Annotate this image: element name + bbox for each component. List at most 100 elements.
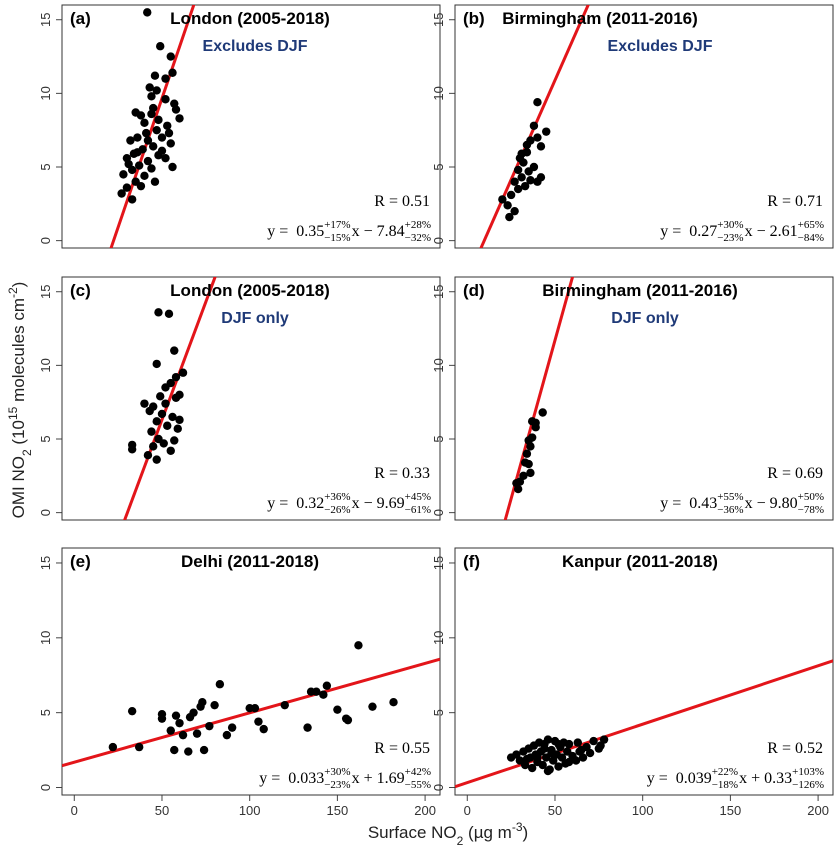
y-tick-label: 15 [431, 12, 446, 26]
equation-sub: −84% [798, 232, 824, 244]
label-part: 15 [6, 406, 20, 420]
x-tick-label: 100 [632, 803, 654, 818]
data-point [227, 723, 237, 732]
data-point [175, 114, 184, 123]
panel-title: Kanpur (2011-2018) [562, 552, 718, 571]
data-point [145, 406, 154, 416]
data-point [589, 736, 598, 746]
fit-line [109, 5, 196, 248]
data-point [127, 195, 137, 204]
data-point [117, 189, 126, 198]
equation-part: y = [647, 770, 668, 787]
label-part: -3 [512, 820, 523, 834]
y-tick-label: 10 [38, 631, 53, 645]
x-axis-label: Surface NO2 (µg m-3) [368, 820, 528, 848]
data-point [140, 118, 149, 128]
data-point [524, 167, 533, 176]
label-part: 2 [457, 834, 464, 848]
data-point [542, 127, 551, 136]
data-point [526, 176, 535, 185]
equation-sub: −55% [405, 779, 431, 791]
data-point [529, 121, 539, 130]
data-point [127, 440, 137, 450]
data-point [159, 439, 168, 448]
equation-part: + 1.69 [364, 770, 405, 787]
y-tick-label: 15 [38, 284, 53, 298]
panel-label: (d) [463, 281, 485, 300]
data-point [540, 744, 549, 753]
data-point [157, 409, 167, 419]
data-point [164, 309, 174, 319]
data-point [122, 183, 132, 192]
data-point [527, 763, 537, 773]
data-point [157, 133, 167, 142]
y-tick-label: 15 [38, 12, 53, 26]
data-point [319, 690, 328, 699]
equation-sub: −36% [717, 504, 743, 516]
data-point [150, 71, 160, 80]
data-point [198, 697, 207, 707]
data-point [520, 181, 530, 191]
data-point [171, 711, 181, 720]
equation-sup: +30% [324, 766, 350, 778]
plot-frame [454, 4, 834, 249]
data-point [168, 412, 177, 422]
y-tick-label: 5 [431, 163, 446, 170]
x-tick-label: 200 [807, 803, 829, 818]
panel-title: Delhi (2011-2018) [181, 552, 319, 571]
data-point [498, 195, 507, 204]
equation-sub: −32% [405, 232, 431, 244]
equation-part: 0.039 [676, 770, 712, 787]
panel-label: (b) [463, 9, 485, 28]
data-point [554, 762, 563, 771]
equation: y = 0.35 +17%−15% x − 7.84 +28%−32% [267, 219, 431, 244]
data-point [519, 158, 528, 167]
equation-sup: +45% [405, 491, 431, 503]
y-tick-label: 0 [38, 237, 53, 244]
data-point [554, 739, 563, 749]
data-point [178, 368, 188, 377]
data-point [389, 697, 398, 707]
panel: 0 5 10 15 (c) London (2005-2018) DJF only R = 0… [38, 276, 441, 521]
data-point [170, 745, 179, 755]
equation-sup: +28% [405, 219, 431, 231]
data-point [531, 423, 540, 432]
label-part: Surface NO [368, 823, 457, 842]
label-part: 2 [20, 449, 34, 456]
data-point [303, 723, 312, 732]
data-point [157, 714, 167, 723]
data-point [143, 136, 153, 145]
data-point [166, 139, 175, 148]
data-point [585, 748, 595, 758]
r-value: R = 0.33 [374, 465, 430, 482]
data-point [143, 451, 153, 460]
annotation: Excludes DJF [203, 38, 308, 55]
equation-sup: +42% [405, 766, 431, 778]
data-point [506, 190, 516, 200]
data-point [575, 747, 584, 756]
equation-sup: +103% [792, 766, 824, 778]
data-point [124, 159, 133, 169]
data-point [173, 424, 182, 433]
equation-part: 0.32 [296, 495, 324, 512]
data-point [136, 181, 146, 191]
label-part: OMI NO [9, 456, 28, 518]
data-point [147, 92, 156, 101]
data-point [343, 715, 353, 725]
plot-frame [61, 547, 441, 796]
fit-line [123, 277, 217, 520]
data-point [152, 417, 161, 426]
data-point [543, 766, 553, 776]
y-tick-label: 5 [38, 709, 53, 716]
equation-part: x [352, 495, 360, 512]
data-point [163, 121, 172, 130]
data-point [522, 140, 532, 150]
equation-part: 0.35 [296, 223, 324, 240]
r-value: R = 0.55 [374, 740, 430, 757]
equation-sub: −26% [324, 504, 350, 516]
data-point [145, 83, 154, 92]
data-point [517, 149, 526, 158]
